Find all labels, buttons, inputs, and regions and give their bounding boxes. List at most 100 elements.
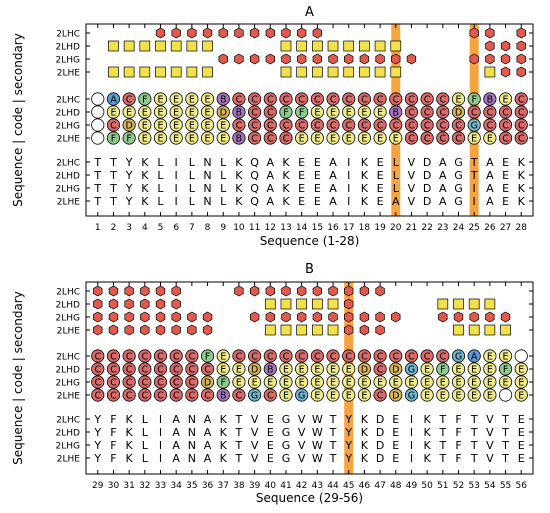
code-letter: C xyxy=(141,352,148,363)
helix-marker xyxy=(108,298,119,310)
x-tick-label: 50 xyxy=(421,481,433,491)
code-letter: E xyxy=(330,378,336,389)
code-marker xyxy=(232,388,246,402)
x-tick-label: 30 xyxy=(108,481,120,491)
code-marker xyxy=(436,105,450,119)
x-tick-label: 37 xyxy=(218,481,229,491)
code-letter: C xyxy=(157,378,164,389)
code-marker xyxy=(216,118,230,132)
helix-marker xyxy=(155,27,166,39)
helix-marker xyxy=(265,311,275,323)
code-letter: C xyxy=(236,121,243,132)
code-letter: E xyxy=(142,121,148,132)
code-marker xyxy=(232,349,246,363)
sequence-letter: K xyxy=(235,156,243,169)
code-letter: C xyxy=(173,378,180,389)
code-letter: C xyxy=(345,352,352,363)
helix-marker xyxy=(155,285,166,297)
code-marker xyxy=(185,349,199,363)
code-letter: E xyxy=(408,378,414,389)
helix-marker xyxy=(516,40,526,52)
strand-marker xyxy=(327,40,339,52)
sequence-letter: Y xyxy=(125,195,133,208)
x-tick-label: 49 xyxy=(406,481,418,491)
code-marker xyxy=(169,362,183,376)
code-marker xyxy=(122,375,136,389)
x-tick-label: 32 xyxy=(139,481,150,491)
code-letter: E xyxy=(518,391,524,402)
sequence-letter: D xyxy=(376,426,384,439)
x-axis-label: Sequence (1-28) xyxy=(260,234,360,248)
code-letter: E xyxy=(361,378,367,389)
sequence-letter: G xyxy=(282,413,291,426)
code-marker xyxy=(138,118,152,132)
x-tick-label: 55 xyxy=(500,481,511,491)
code-marker xyxy=(514,131,528,145)
code-letter: C xyxy=(439,108,446,119)
strand-marker xyxy=(311,298,323,310)
y-tick-label: 2LHE xyxy=(57,198,81,208)
code-letter: E xyxy=(487,378,493,389)
code-letter: E xyxy=(220,121,226,132)
code-marker xyxy=(326,105,340,119)
sequence-letter: L xyxy=(189,195,196,208)
code-letter: C xyxy=(189,352,196,363)
sequence-letter: E xyxy=(298,169,305,182)
code-marker xyxy=(514,349,528,363)
code-marker xyxy=(404,375,419,389)
code-marker xyxy=(279,388,293,402)
helix-marker xyxy=(500,40,511,52)
sequence-letter: F xyxy=(455,413,461,426)
helix-marker xyxy=(140,311,150,323)
helix-marker xyxy=(281,311,291,323)
code-letter: C xyxy=(392,121,399,132)
code-marker xyxy=(389,375,403,389)
code-marker xyxy=(106,118,121,132)
code-marker xyxy=(420,131,434,145)
sequence-letter: A xyxy=(204,452,212,465)
x-tick-label: 53 xyxy=(468,481,479,491)
x-tick-label: 54 xyxy=(484,481,496,491)
x-tick-label: 21 xyxy=(406,223,417,233)
sequence-letter: E xyxy=(314,169,321,182)
helix-marker xyxy=(375,324,385,336)
code-letter: C xyxy=(267,95,274,106)
code-marker xyxy=(248,92,262,106)
code-letter: E xyxy=(377,108,383,119)
code-letter: E xyxy=(455,378,461,389)
sequence-letter: W xyxy=(312,452,323,465)
sequence-letter: G xyxy=(282,452,291,465)
code-marker xyxy=(232,131,246,145)
code-letter: C xyxy=(377,121,384,132)
sequence-letter: E xyxy=(377,169,384,182)
sequence-letter: G xyxy=(454,182,463,195)
code-letter: F xyxy=(142,95,147,106)
sequence-letter: L xyxy=(157,156,164,169)
code-marker xyxy=(91,362,105,376)
helix-marker xyxy=(296,53,307,65)
code-letter: F xyxy=(283,108,288,119)
helix-marker xyxy=(265,53,275,65)
sequence-letter: K xyxy=(220,452,228,465)
sequence-letter: E xyxy=(298,195,305,208)
sequence-letter: A xyxy=(204,413,212,426)
x-tick-label: 16 xyxy=(327,223,339,233)
code-marker xyxy=(420,349,434,363)
sequence-letter: K xyxy=(235,195,243,208)
code-letter: E xyxy=(471,378,477,389)
code-letter: E xyxy=(503,95,509,106)
y-tick-label: 2LHG xyxy=(56,122,81,132)
code-letter: F xyxy=(440,365,445,376)
sequence-letter: E xyxy=(267,439,274,452)
code-marker xyxy=(404,362,419,376)
x-axis-label: Sequence (29-56) xyxy=(256,491,363,505)
y-axis-label: Sequence | code | secondary xyxy=(11,291,25,465)
y-tick-label: 2LHG xyxy=(56,379,81,389)
sequence-letter: E xyxy=(267,452,274,465)
sequence-letter: E xyxy=(518,452,525,465)
code-marker xyxy=(310,375,324,389)
code-marker xyxy=(467,131,481,145)
sequence-letter: G xyxy=(454,195,463,208)
code-marker xyxy=(451,105,466,119)
code-letter: C xyxy=(110,391,117,402)
